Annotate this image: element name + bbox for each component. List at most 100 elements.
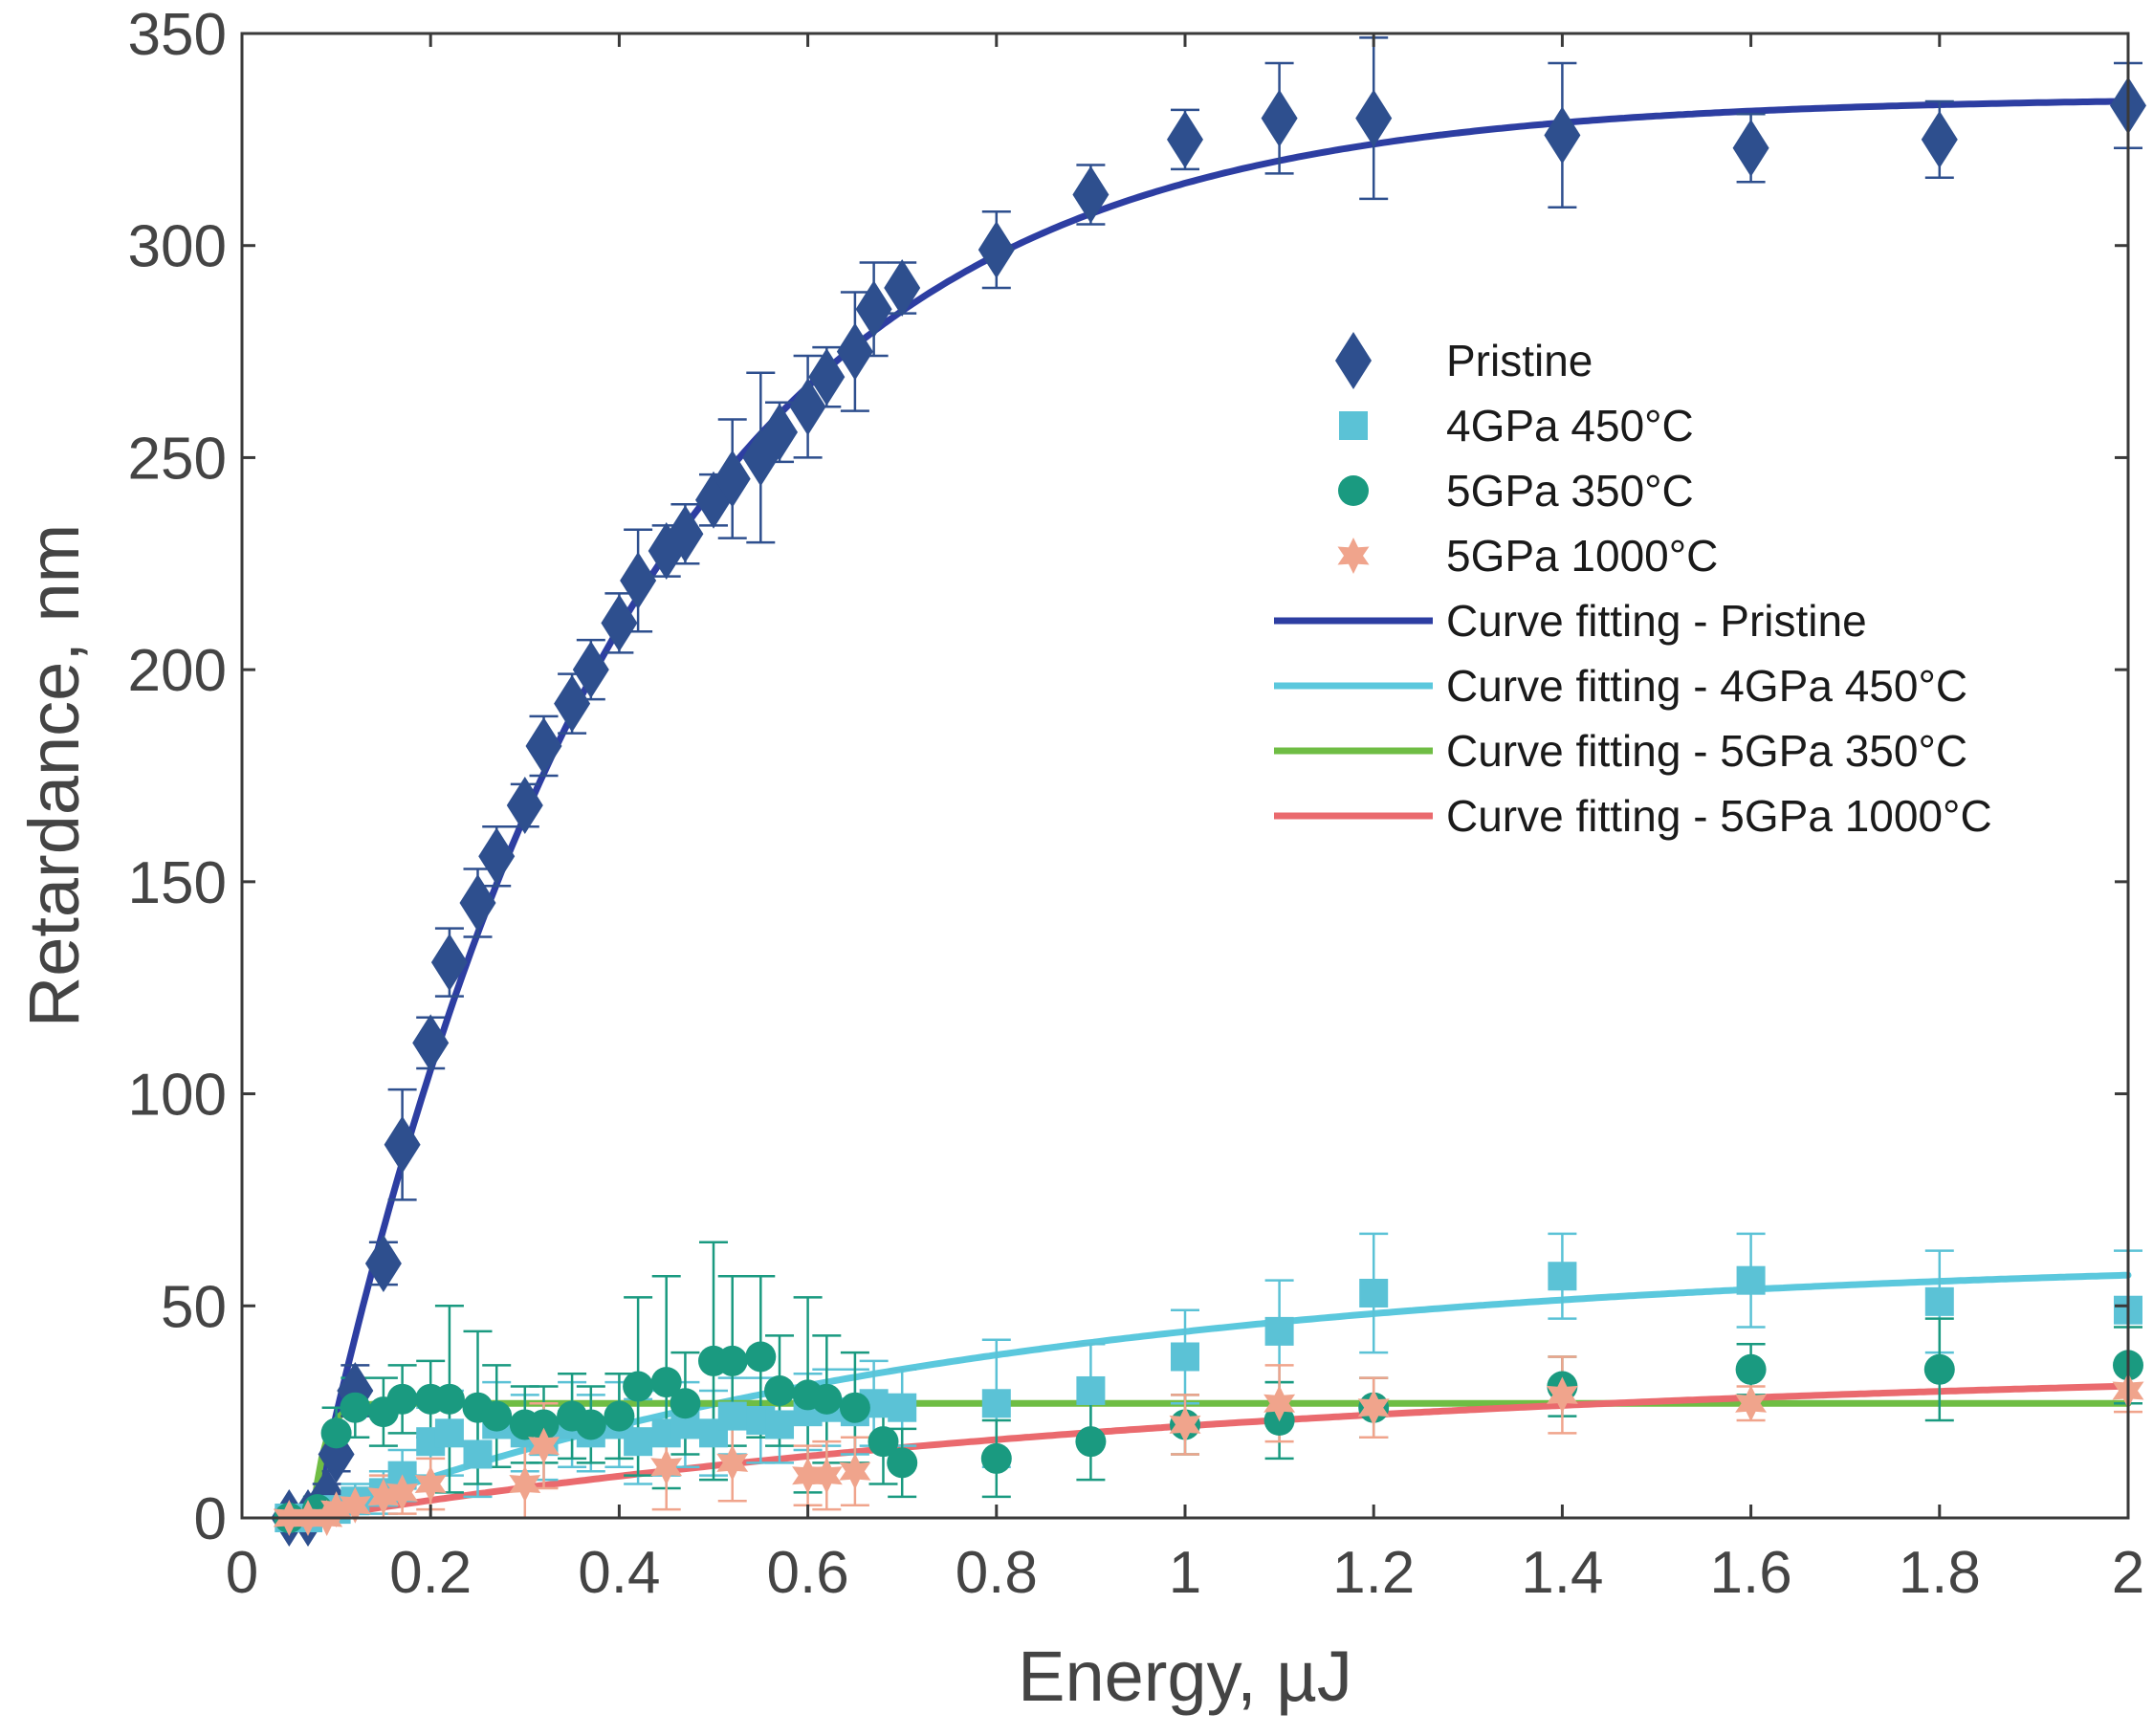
data-point xyxy=(459,874,496,933)
data-point xyxy=(509,1465,541,1503)
data-point xyxy=(1732,119,1769,177)
legend-label: 5GPa 350°C xyxy=(1446,466,1694,516)
x-axis-label: Energy, µJ xyxy=(1018,1637,1352,1716)
plot-frame xyxy=(240,32,2130,1520)
x-tick-label: 0.6 xyxy=(766,1540,848,1606)
legend-label: Curve fitting - 4GPa 450°C xyxy=(1446,661,1967,711)
data-point xyxy=(320,1417,352,1449)
data-point xyxy=(434,1418,464,1448)
x-tick-label: 1.2 xyxy=(1332,1540,1415,1606)
markers-layer xyxy=(271,77,2146,1547)
x-tick-label: 0.4 xyxy=(578,1540,660,1606)
data-point xyxy=(386,1474,419,1511)
data-point xyxy=(1544,106,1581,165)
data-point xyxy=(412,1014,450,1072)
data-point xyxy=(1075,1426,1107,1458)
data-point xyxy=(1171,1342,1199,1372)
legend-marker xyxy=(1338,475,1369,506)
data-point xyxy=(620,552,657,610)
legend-label: 4GPa 450°C xyxy=(1446,401,1694,450)
data-point xyxy=(761,403,799,461)
data-point xyxy=(1921,110,1958,168)
data-point xyxy=(808,348,846,407)
fit-line xyxy=(309,1382,2132,1522)
data-point xyxy=(367,1478,400,1515)
data-point xyxy=(887,1447,918,1479)
data-point xyxy=(868,1426,899,1458)
data-point xyxy=(384,1115,421,1174)
x-tick-label: 1.6 xyxy=(1709,1540,1791,1606)
data-point xyxy=(572,641,609,699)
data-point xyxy=(884,259,921,318)
data-point xyxy=(1169,1406,1201,1443)
data-point xyxy=(978,221,1015,279)
y-tick-label: 300 xyxy=(128,214,227,280)
legend-label: 5GPa 1000°C xyxy=(1446,531,1718,581)
data-point xyxy=(980,1442,1012,1474)
data-point xyxy=(463,1439,493,1469)
data-point xyxy=(765,1410,795,1439)
data-point xyxy=(506,777,543,835)
data-point xyxy=(717,1401,747,1431)
data-point xyxy=(745,1341,777,1373)
data-point xyxy=(339,1486,371,1524)
data-point xyxy=(320,1491,353,1528)
data-point xyxy=(340,1392,371,1423)
legend-marker xyxy=(1339,411,1368,440)
data-point xyxy=(810,1457,843,1494)
data-point xyxy=(604,1400,635,1432)
data-point xyxy=(839,1453,871,1490)
legend-marker xyxy=(1337,538,1370,574)
data-point xyxy=(1546,1376,1578,1414)
y-tick-label: 350 xyxy=(128,2,227,68)
data-point xyxy=(414,1465,447,1503)
data-point xyxy=(1735,1385,1768,1422)
data-point xyxy=(528,1409,560,1440)
data-point xyxy=(430,934,468,992)
legend-label: Curve fitting - Pristine xyxy=(1446,596,1867,646)
data-point xyxy=(1923,1353,1955,1385)
data-point xyxy=(1736,1265,1766,1295)
legend-marker xyxy=(1335,332,1372,389)
data-point xyxy=(601,594,638,652)
y-tick-label: 100 xyxy=(128,1063,227,1129)
data-point xyxy=(478,827,516,886)
data-point xyxy=(386,1383,418,1415)
x-tick-label: 1.4 xyxy=(1521,1540,1603,1606)
legend: Pristine 4GPa 450°C 5GPa 350°C 5GPa 1000°C C… xyxy=(1274,332,1992,841)
data-point xyxy=(525,716,562,775)
data-point xyxy=(670,1388,701,1419)
data-point xyxy=(575,1409,606,1440)
y-tick-label: 150 xyxy=(128,850,227,916)
data-point xyxy=(714,450,751,508)
data-point xyxy=(855,280,892,339)
data-point xyxy=(789,378,826,436)
tick-labels-layer: 0 0.2 0.4 0.6 0.8 1 1.2 1.4 1.6 1.8 2 0 50 100 150 200 2… xyxy=(128,2,2145,1606)
y-axis-label: Retardance, nm xyxy=(14,524,94,1028)
data-point xyxy=(364,1234,402,1292)
data-point xyxy=(836,322,873,381)
x-tick-label: 2 xyxy=(2112,1540,2144,1606)
data-point xyxy=(433,1383,465,1415)
data-point xyxy=(1357,1389,1390,1426)
legend-label: Curve fitting - 5GPa 1000°C xyxy=(1446,791,1992,841)
legend-label: Pristine xyxy=(1446,336,1593,385)
data-point xyxy=(650,1367,682,1398)
ticks-layer xyxy=(240,32,2130,1520)
data-point xyxy=(1261,89,1298,147)
y-tick-label: 250 xyxy=(128,426,227,492)
data-point xyxy=(792,1457,824,1494)
error-bars-layer xyxy=(275,36,2142,1520)
data-point xyxy=(764,1374,796,1406)
data-point xyxy=(481,1400,513,1432)
x-tick-label: 1 xyxy=(1169,1540,1201,1606)
data-point xyxy=(624,1427,653,1457)
x-tick-label: 0.2 xyxy=(389,1540,472,1606)
y-tick-label: 200 xyxy=(128,638,227,704)
data-point xyxy=(839,1392,870,1423)
data-point xyxy=(716,1345,748,1376)
y-tick-label: 50 xyxy=(161,1274,227,1340)
data-point xyxy=(1548,1262,1577,1291)
legend-label: Curve fitting - 5GPa 350°C xyxy=(1446,726,1967,776)
data-point xyxy=(554,674,591,733)
